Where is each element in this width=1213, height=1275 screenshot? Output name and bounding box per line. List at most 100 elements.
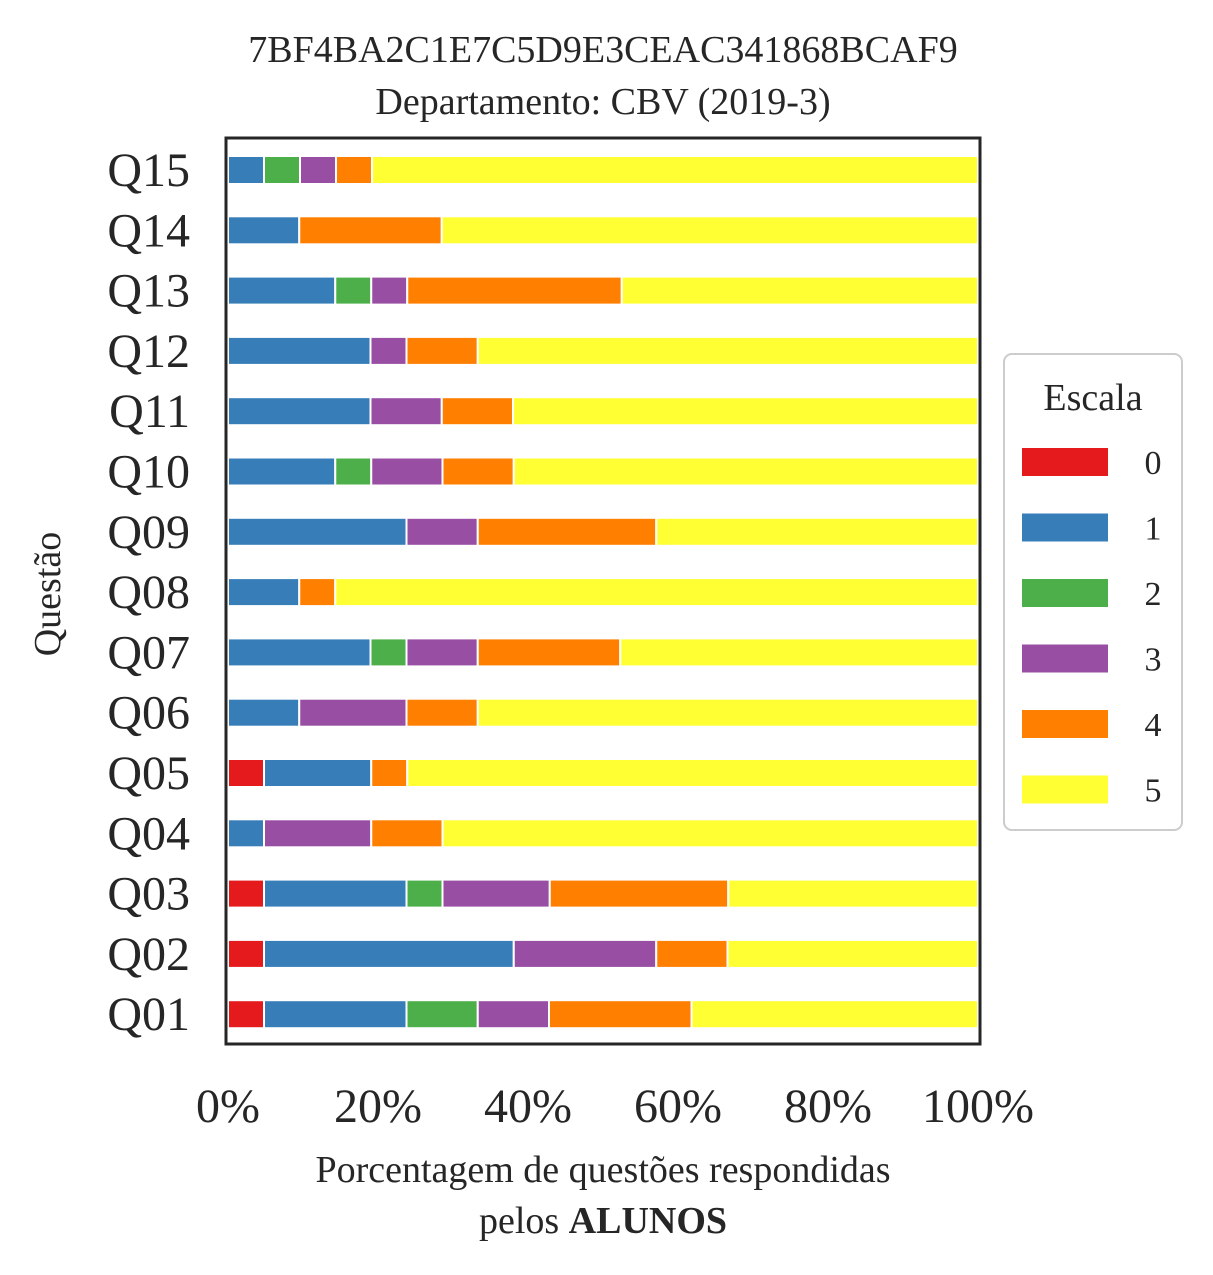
bar-Q04-scale-4 xyxy=(370,818,444,849)
bar-Q01-scale-5 xyxy=(690,999,979,1030)
bar-Q07-scale-3 xyxy=(405,637,479,668)
bar-Q08-scale-4 xyxy=(298,577,337,608)
bar-Q13-scale-1 xyxy=(227,275,337,306)
bar-Q03-scale-4 xyxy=(548,878,730,909)
legend-items: 0 1 2 3 4 5 xyxy=(1022,445,1162,810)
y-tick-labels: Q01 Q02 Q03 Q04 Q05 Q06 Q07 Q08 Q09 Q10 Q11 Q12 Q13 Q… xyxy=(107,144,190,1041)
bar-Q11-scale-5 xyxy=(512,396,979,427)
legend-label-0: 0 xyxy=(1145,445,1162,482)
bar-Q01-scale-0 xyxy=(227,999,265,1030)
x-tick-label: 80% xyxy=(784,1080,872,1133)
bar-Q10-scale-3 xyxy=(370,456,444,487)
y-tick-label-Q01: Q01 xyxy=(107,988,190,1041)
bar-Q12-scale-1 xyxy=(227,335,372,366)
bar-Q02-scale-5 xyxy=(726,938,979,969)
bar-Q07-scale-2 xyxy=(369,637,408,668)
bar-Q05-scale-5 xyxy=(406,758,979,788)
y-axis-label: Questão xyxy=(27,532,69,657)
x-axis-label-line1: Porcentagem de questões respondidas xyxy=(315,1149,890,1191)
bar-Q02-scale-4 xyxy=(655,938,729,969)
x-tick-label: 0% xyxy=(196,1080,260,1133)
bar-Q04-scale-1 xyxy=(227,818,265,849)
y-tick-label-Q02: Q02 xyxy=(107,928,190,981)
bar-Q13-scale-3 xyxy=(370,275,409,306)
bar-Q12-scale-3 xyxy=(369,335,408,366)
y-tick-label-Q03: Q03 xyxy=(107,868,190,921)
chart-subtitle: Departamento: CBV (2019-3) xyxy=(375,81,830,123)
y-tick-label-Q09: Q09 xyxy=(107,506,190,559)
bar-Q10-scale-5 xyxy=(512,456,979,487)
legend-swatch-3 xyxy=(1022,644,1108,673)
bar-Q08-scale-5 xyxy=(334,577,979,608)
bar-Q10-scale-2 xyxy=(334,456,373,487)
bar-Q15-scale-3 xyxy=(299,155,337,185)
x-tick-label: 60% xyxy=(634,1080,722,1133)
legend-label-5: 5 xyxy=(1145,773,1162,810)
legend-swatch-4 xyxy=(1022,710,1108,738)
bar-Q05-scale-0 xyxy=(227,758,265,788)
bar-Q06-scale-5 xyxy=(476,697,979,728)
bar-Q09-scale-5 xyxy=(655,516,979,547)
x-tick-labels: 0% 20% 40% 60% 80% 100% xyxy=(196,1080,1034,1133)
bar-Q07-scale-1 xyxy=(227,637,372,668)
bar-Q07-scale-5 xyxy=(619,637,979,668)
legend-label-1: 1 xyxy=(1145,511,1162,548)
y-tick-label-Q12: Q12 xyxy=(107,325,190,378)
bar-Q11-scale-1 xyxy=(227,396,372,427)
bar-Q03-scale-3 xyxy=(441,878,551,909)
bar-Q01-scale-4 xyxy=(548,999,693,1030)
bar-Q02-scale-3 xyxy=(512,938,658,969)
x-tick-label: 20% xyxy=(334,1080,422,1133)
legend-label-4: 4 xyxy=(1145,707,1162,744)
bar-Q13-scale-4 xyxy=(406,275,623,306)
bar-Q14-scale-5 xyxy=(440,215,979,246)
y-tick-label-Q04: Q04 xyxy=(107,807,190,860)
legend-title: Escala xyxy=(1043,377,1142,419)
y-tick-label-Q15: Q15 xyxy=(107,144,190,197)
legend-label-2: 2 xyxy=(1145,576,1162,613)
y-tick-label-Q08: Q08 xyxy=(107,566,190,619)
bar-Q13-scale-2 xyxy=(334,275,373,306)
bar-Q09-scale-3 xyxy=(405,516,479,547)
bar-Q04-scale-5 xyxy=(441,818,979,849)
y-tick-label-Q07: Q07 xyxy=(107,626,190,679)
bar-Q10-scale-1 xyxy=(227,456,337,487)
bar-Q05-scale-1 xyxy=(263,758,373,788)
legend-swatch-1 xyxy=(1022,513,1108,542)
bar-Q15-scale-2 xyxy=(263,155,301,185)
y-tick-label-Q13: Q13 xyxy=(107,265,190,318)
bar-Q14-scale-1 xyxy=(227,215,301,246)
bar-Q02-scale-1 xyxy=(263,938,515,969)
bar-Q10-scale-4 xyxy=(441,456,515,487)
bar-Q03-scale-5 xyxy=(727,878,979,909)
bar-Q09-scale-1 xyxy=(227,516,408,547)
bars-layer xyxy=(227,155,979,1030)
x-axis-label-line2: pelos ALUNOS xyxy=(479,1200,727,1242)
bar-Q06-scale-3 xyxy=(298,697,408,728)
legend: Escala 0 1 2 3 4 5 xyxy=(1003,353,1183,831)
x-tick-label: 40% xyxy=(484,1080,572,1133)
bar-Q11-scale-4 xyxy=(440,396,514,427)
legend-swatch-0 xyxy=(1022,448,1108,476)
x-tick-label: 100% xyxy=(922,1080,1034,1133)
y-tick-label-Q06: Q06 xyxy=(107,687,190,740)
x-axis-label-bold: ALUNOS xyxy=(569,1200,727,1242)
bar-Q06-scale-1 xyxy=(227,697,301,728)
legend-label-3: 3 xyxy=(1145,642,1162,679)
bar-Q03-scale-1 xyxy=(263,878,408,909)
bar-Q08-scale-1 xyxy=(227,577,301,608)
y-tick-label-Q10: Q10 xyxy=(107,446,190,499)
bar-Q15-scale-5 xyxy=(371,155,979,185)
plot-frame xyxy=(224,136,982,1046)
bar-Q01-scale-2 xyxy=(405,999,479,1030)
bar-Q14-scale-4 xyxy=(298,215,443,246)
chart-title: 7BF4BA2C1E7C5D9E3CEAC341868BCAF9 xyxy=(248,29,957,71)
bar-Q06-scale-4 xyxy=(405,697,479,728)
bar-Q15-scale-1 xyxy=(227,155,265,185)
bar-Q12-scale-5 xyxy=(476,335,979,366)
bar-Q03-scale-0 xyxy=(227,878,265,909)
bar-Q05-scale-4 xyxy=(370,758,409,788)
y-tick-label-Q11: Q11 xyxy=(109,385,190,438)
bar-Q12-scale-4 xyxy=(405,335,479,366)
